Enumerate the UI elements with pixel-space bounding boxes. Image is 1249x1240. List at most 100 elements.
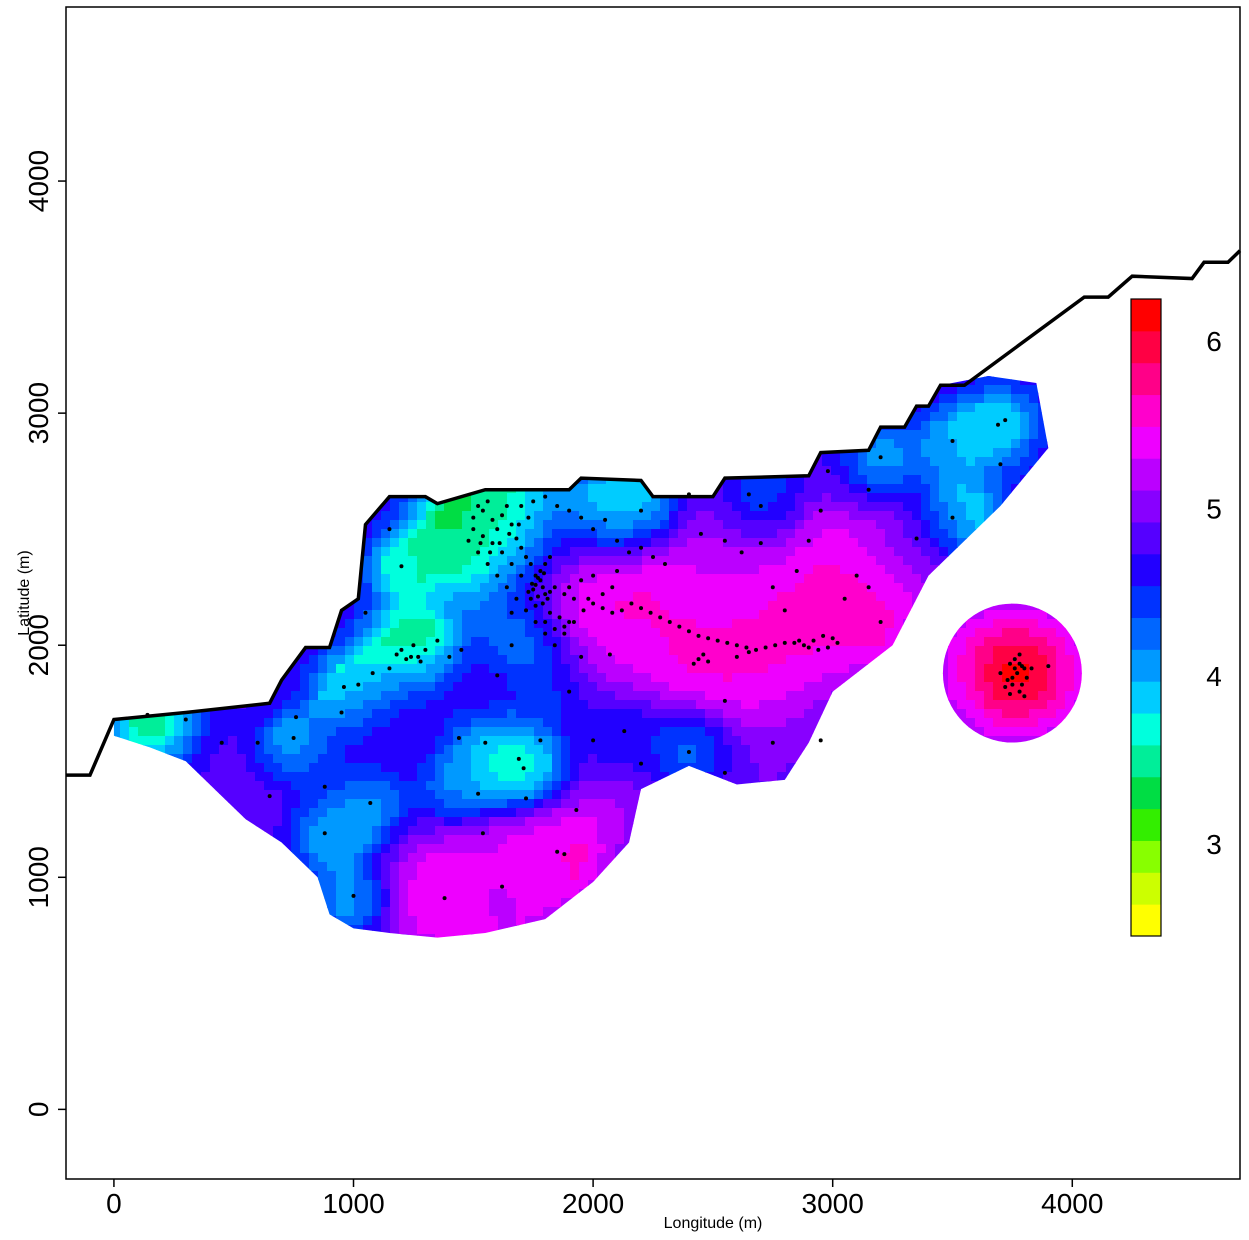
heat-cell bbox=[804, 286, 814, 296]
heat-cell bbox=[768, 277, 778, 287]
heat-cell bbox=[408, 313, 418, 323]
heat-cell bbox=[885, 16, 895, 26]
heat-cell bbox=[174, 106, 184, 116]
heat-cell bbox=[156, 277, 166, 287]
heat-cell bbox=[318, 196, 328, 206]
heat-cell bbox=[435, 61, 445, 71]
heat-cell bbox=[489, 97, 499, 107]
heat-cell bbox=[642, 7, 652, 17]
heat-cell bbox=[750, 7, 760, 17]
heat-cell bbox=[1002, 232, 1012, 242]
heat-cell bbox=[1083, 313, 1093, 323]
heat-cell bbox=[390, 250, 400, 260]
heat-cell bbox=[129, 259, 139, 269]
heat-cell bbox=[129, 142, 139, 152]
heat-cell bbox=[435, 259, 445, 269]
heat-cell bbox=[1002, 295, 1012, 305]
heat-cell bbox=[480, 106, 490, 116]
heat-cell bbox=[930, 250, 940, 260]
heat-cell bbox=[1038, 304, 1048, 314]
heat-cell bbox=[1191, 7, 1201, 17]
heat-cell bbox=[1164, 142, 1174, 152]
heat-cell bbox=[876, 304, 886, 314]
heat-cell bbox=[1119, 250, 1129, 260]
heat-cell bbox=[849, 277, 859, 287]
heat-cell bbox=[1119, 124, 1129, 134]
heat-cell bbox=[93, 115, 103, 125]
heat-cell bbox=[1137, 286, 1147, 296]
heat-cell bbox=[399, 196, 409, 206]
heat-cell bbox=[129, 133, 139, 143]
heat-cell bbox=[750, 241, 760, 251]
heat-cell bbox=[201, 196, 211, 206]
heat-cell bbox=[345, 259, 355, 269]
heat-cell bbox=[1038, 187, 1048, 197]
heat-cell bbox=[1137, 196, 1147, 206]
heat-cell bbox=[993, 313, 1003, 323]
heat-cell bbox=[471, 286, 481, 296]
heat-cell bbox=[993, 322, 1003, 332]
heat-cell bbox=[291, 331, 301, 341]
heat-cell bbox=[246, 151, 256, 161]
heat-cell bbox=[732, 250, 742, 260]
heat-cell bbox=[1218, 61, 1228, 71]
heat-cell bbox=[552, 115, 562, 125]
heat-cell bbox=[849, 169, 859, 179]
heat-cell bbox=[750, 286, 760, 296]
heat-cell bbox=[624, 160, 634, 170]
heat-cell bbox=[336, 16, 346, 26]
heat-cell bbox=[543, 196, 553, 206]
heat-cell bbox=[1137, 133, 1147, 143]
heat-cell bbox=[516, 241, 526, 251]
heat-cell bbox=[93, 196, 103, 206]
heat-cell bbox=[660, 241, 670, 251]
heat-cell bbox=[1047, 214, 1057, 224]
heat-cell bbox=[1137, 25, 1147, 35]
heat-cell bbox=[372, 151, 382, 161]
heat-cell bbox=[1056, 43, 1066, 53]
heat-cell bbox=[489, 124, 499, 134]
heat-cell bbox=[1110, 25, 1120, 35]
heat-cell bbox=[561, 142, 571, 152]
heat-cell bbox=[129, 151, 139, 161]
heat-cell bbox=[642, 340, 652, 350]
heat-cell bbox=[165, 160, 175, 170]
heat-cell bbox=[831, 259, 841, 269]
heat-cell bbox=[1137, 205, 1147, 215]
heat-cell bbox=[498, 142, 508, 152]
heat-cell bbox=[993, 133, 1003, 143]
heat-cell bbox=[264, 286, 274, 296]
heat-cell bbox=[1209, 97, 1219, 107]
heat-cell bbox=[678, 160, 688, 170]
heat-cell bbox=[165, 304, 175, 314]
heat-cell bbox=[1011, 304, 1021, 314]
heat-cell bbox=[219, 187, 229, 197]
heat-cell bbox=[381, 223, 391, 233]
heat-cell bbox=[93, 34, 103, 44]
heat-cell bbox=[1155, 70, 1165, 80]
heat-cell bbox=[435, 241, 445, 251]
heat-cell bbox=[894, 142, 904, 152]
heat-cell bbox=[759, 61, 769, 71]
heat-cell bbox=[912, 187, 922, 197]
heat-cell bbox=[921, 277, 931, 287]
heat-cell bbox=[903, 250, 913, 260]
heat-cell bbox=[1164, 133, 1174, 143]
heat-cell bbox=[723, 115, 733, 125]
heat-cell bbox=[1200, 88, 1210, 98]
heat-cell bbox=[741, 277, 751, 287]
heat-cell bbox=[444, 196, 454, 206]
heat-cell bbox=[939, 241, 949, 251]
heat-cell bbox=[705, 241, 715, 251]
heat-cell bbox=[345, 286, 355, 296]
heat-cell bbox=[408, 331, 418, 341]
heat-cell bbox=[264, 61, 274, 71]
heat-cell bbox=[876, 142, 886, 152]
heat-cell bbox=[984, 187, 994, 197]
heat-cell bbox=[741, 241, 751, 251]
heat-cell bbox=[831, 313, 841, 323]
heat-cell bbox=[588, 124, 598, 134]
heat-cell bbox=[66, 205, 76, 215]
heat-cell bbox=[840, 142, 850, 152]
heat-cell bbox=[174, 115, 184, 125]
